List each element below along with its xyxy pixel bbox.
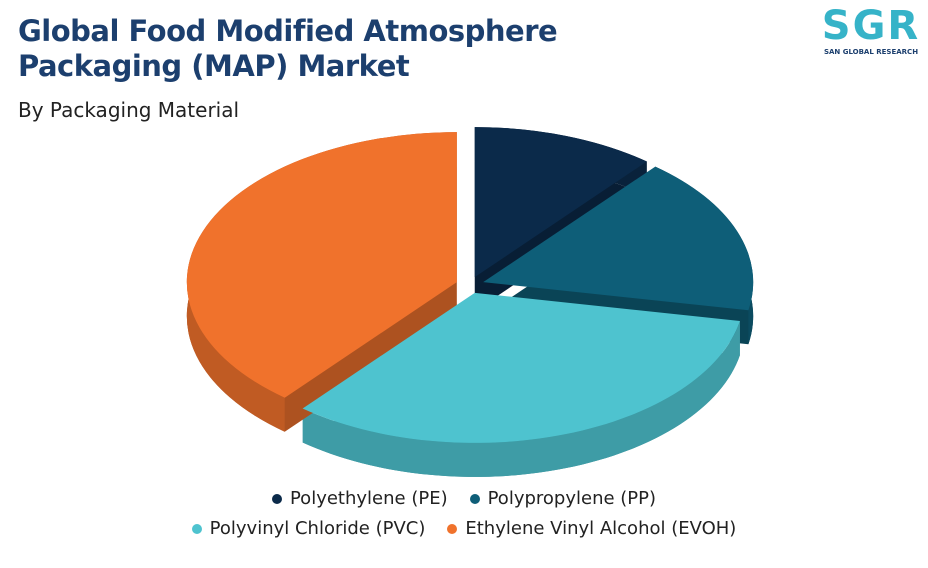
logo: SGR SAN GLOBAL RESEARCH <box>818 4 924 56</box>
legend-item: Polypropylene (PP) <box>469 488 657 509</box>
logo-mark: SGR <box>821 3 921 49</box>
slice <box>474 127 647 278</box>
chart-title: Global Food Modified Atmosphere Packagin… <box>18 14 558 83</box>
legend-item: Polyethylene (PE) <box>271 488 448 509</box>
chart-subtitle: By Packaging Material <box>18 98 240 122</box>
legend-swatch <box>191 523 202 534</box>
legend-item: Ethylene Vinyl Alcohol (EVOH) <box>447 518 736 539</box>
legend: Polyethylene (PE) Polypropylene (PP) <box>0 488 928 509</box>
legend-swatch <box>271 493 282 504</box>
slice-side <box>302 321 740 477</box>
slice <box>302 292 740 443</box>
legend-label: Polyethylene (PE) <box>289 488 448 509</box>
legend-item: Polyvinyl Chloride (PVC) <box>191 518 426 539</box>
logo-name: SAN GLOBAL RESEARCH <box>823 48 919 56</box>
slice <box>186 132 457 398</box>
legend-label: Ethylene Vinyl Alcohol (EVOH) <box>465 518 737 539</box>
legend: Polyvinyl Chloride (PVC) Ethylene Vinyl A… <box>0 518 928 539</box>
legend-swatch <box>447 523 458 534</box>
legend-label: Polypropylene (PP) <box>487 488 657 509</box>
legend-label: Polyvinyl Chloride (PVC) <box>209 518 426 539</box>
slice <box>483 166 754 311</box>
legend-swatch <box>469 493 480 504</box>
